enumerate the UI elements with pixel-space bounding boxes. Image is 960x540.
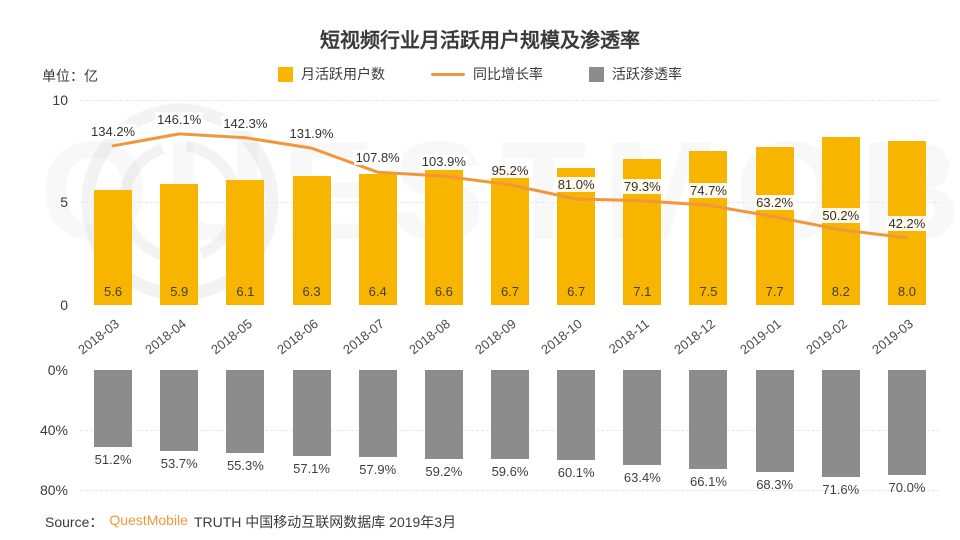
y-tick-40pct: 40% [30, 422, 68, 438]
x-axis-label: 2018-07 [340, 316, 387, 357]
penetration-bar-column: 59.2% [411, 370, 477, 497]
legend-label-penetration: 活跃渗透率 [612, 64, 682, 84]
penetration-bar-column: 53.7% [146, 370, 212, 497]
penetration-value-label: 70.0% [889, 480, 926, 495]
penetration-bar [226, 370, 264, 453]
x-axis-label: 2019-01 [737, 316, 784, 357]
penetration-bar-column: 59.6% [477, 370, 543, 497]
growth-line [113, 134, 907, 238]
penetration-swatch-icon [589, 67, 604, 82]
penetration-bar-column: 57.9% [345, 370, 411, 497]
penetration-bar-column: 51.2% [80, 370, 146, 497]
source-line: Source： QuestMobile TRUTH 中国移动互联网数据库 201… [45, 512, 456, 532]
x-axis-label: 2018-09 [472, 316, 519, 357]
penetration-bar [359, 370, 397, 457]
penetration-value-label: 66.1% [690, 474, 727, 489]
penetration-bar [822, 370, 860, 477]
source-brand: QuestMobile [109, 512, 188, 532]
penetration-bar [94, 370, 132, 447]
growth-line-icon [431, 73, 465, 76]
penetration-value-label: 68.3% [756, 477, 793, 492]
page-title: 短视频行业月活跃用户规模及渗透率 [0, 24, 960, 53]
penetration-value-label: 53.7% [161, 456, 198, 471]
penetration-bar-series: 51.2% 53.7% 55.3% 57.1% 57.9% 59.2% 59.6% 60.1%… [80, 370, 940, 497]
penetration-value-label: 59.2% [425, 464, 462, 479]
legend-item-mau: 月活跃用户数 [278, 64, 385, 84]
penetration-value-label: 63.4% [624, 470, 661, 485]
y-tick-0: 0 [30, 297, 68, 313]
legend-label-mau: 月活跃用户数 [301, 64, 385, 84]
penetration-bar-column: 60.1% [543, 370, 609, 497]
penetration-value-label: 59.6% [492, 464, 529, 479]
penetration-bar [160, 370, 198, 451]
x-axis-label: 2019-03 [869, 316, 916, 357]
y-tick-10: 10 [30, 92, 68, 108]
x-axis-label: 2018-11 [605, 316, 651, 357]
source-suffix: TRUTH 中国移动互联网数据库 2019年3月 [194, 512, 456, 532]
x-axis-label: 2019-02 [803, 316, 850, 357]
penetration-bar-column: 71.6% [808, 370, 874, 497]
penetration-value-label: 57.9% [359, 462, 396, 477]
legend-item-penetration: 活跃渗透率 [589, 64, 682, 84]
penetration-bar-column: 66.1% [675, 370, 741, 497]
penetration-bar [491, 370, 529, 459]
x-axis-label: 2018-08 [406, 316, 453, 357]
penetration-bar-column: 55.3% [212, 370, 278, 497]
penetration-bar [425, 370, 463, 459]
source-prefix: Source： [45, 512, 103, 532]
y-tick-0pct: 0% [30, 362, 68, 378]
penetration-bar-column: 63.4% [609, 370, 675, 497]
mau-swatch-icon [278, 67, 293, 82]
penetration-bar-column: 68.3% [742, 370, 808, 497]
legend-item-growth: 同比增长率 [431, 64, 543, 84]
penetration-value-label: 55.3% [227, 458, 264, 473]
legend-label-growth: 同比增长率 [473, 64, 543, 84]
y-tick-80pct: 80% [30, 482, 68, 498]
x-axis-label: 2018-10 [539, 316, 586, 357]
penetration-bar-column: 57.1% [278, 370, 344, 497]
penetration-value-label: 71.6% [822, 482, 859, 497]
y-tick-5: 5 [30, 194, 68, 210]
penetration-bar [888, 370, 926, 475]
penetration-bar [557, 370, 595, 460]
penetration-bar [623, 370, 661, 465]
growth-line-chart [80, 100, 940, 305]
penetration-bar [689, 370, 727, 469]
penetration-bar [293, 370, 331, 456]
penetration-bar [756, 370, 794, 472]
x-axis-label: 2018-12 [671, 316, 718, 357]
penetration-value-label: 60.1% [558, 465, 595, 480]
penetration-bar-column: 70.0% [874, 370, 940, 497]
legend: 月活跃用户数 同比增长率 活跃渗透率 [0, 64, 960, 84]
chart-page: QUESTMOBILE 短视频行业月活跃用户规模及渗透率 单位：亿 月活跃用户数… [0, 0, 960, 540]
penetration-value-label: 51.2% [95, 452, 132, 467]
penetration-value-label: 57.1% [293, 461, 330, 476]
